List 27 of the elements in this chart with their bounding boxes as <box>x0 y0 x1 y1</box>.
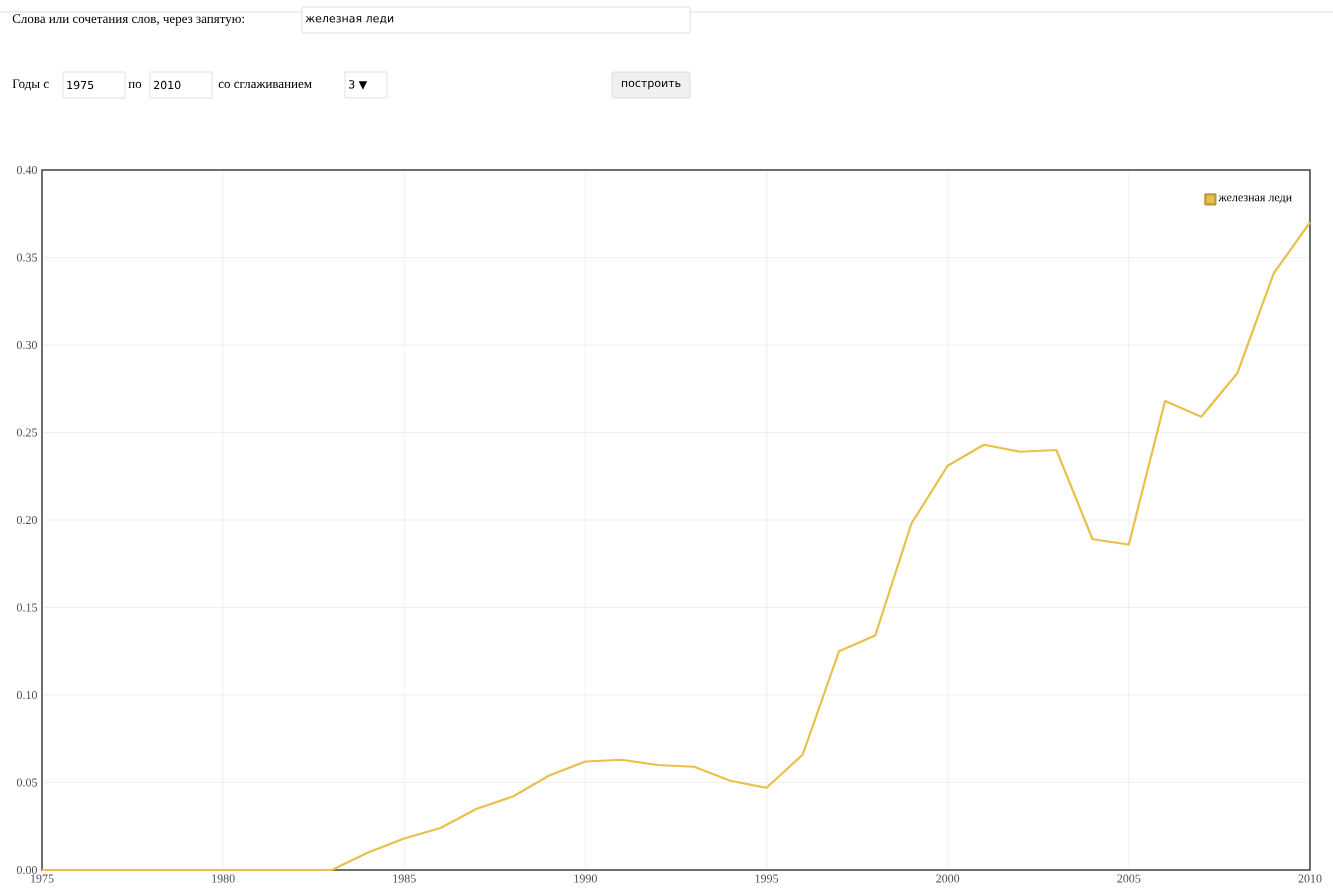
y-tick-label: 0.30 <box>16 340 38 350</box>
y-tick-label: 0.40 <box>16 165 38 175</box>
x-tick-label: 2005 <box>1117 874 1141 883</box>
x-tick-label: 2000 <box>936 874 960 883</box>
text: построить <box>621 80 681 90</box>
x-tick-label: 1985 <box>393 874 416 883</box>
text: 2010 <box>154 80 181 90</box>
text: 3 ▼ <box>349 80 368 90</box>
y-tick-label: 0.00 <box>16 865 38 875</box>
text: со сглаживанием <box>218 81 312 89</box>
x-tick-label: 2010 <box>1298 874 1322 883</box>
legend-label: железная леди <box>1218 195 1292 204</box>
text: по <box>128 81 142 89</box>
text: 1975 <box>67 80 94 90</box>
y-tick-label: 0.15 <box>16 603 38 612</box>
text: Слова или сочетания слов, через запятую: <box>12 14 244 26</box>
y-tick-label: 0.35 <box>16 253 38 262</box>
x-tick-label: 1995 <box>755 874 779 883</box>
x-tick-label: 1980 <box>212 874 235 883</box>
x-tick-label: 1975 <box>31 874 54 883</box>
y-tick-label: 0.20 <box>16 515 38 525</box>
y-tick-label: 0.10 <box>16 690 38 700</box>
text: железная леди <box>305 16 394 24</box>
text: Годы с <box>12 79 49 91</box>
y-tick-label: 0.05 <box>16 778 38 787</box>
y-tick-label: 0.25 <box>16 428 38 437</box>
x-tick-label: 1990 <box>574 874 597 883</box>
